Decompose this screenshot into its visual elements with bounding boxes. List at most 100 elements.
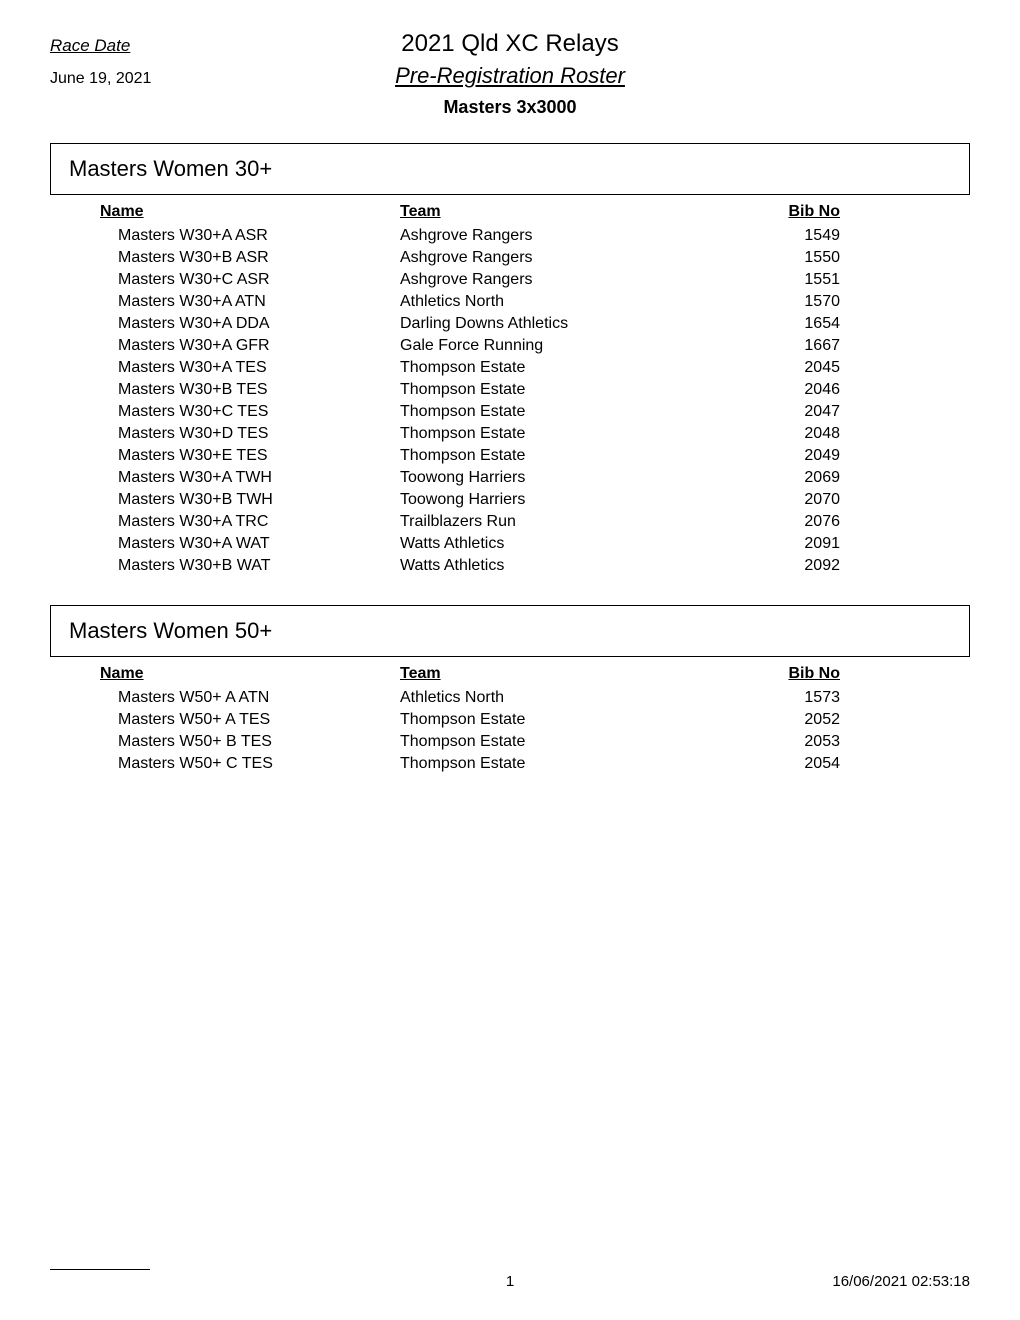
footer-line [50,1269,150,1270]
cell-name: Masters W30+E TES [100,447,400,465]
table-row: Masters W30+A GFRGale Force Running1667 [100,337,920,355]
table-header-row: Name Team Bib No [100,665,920,683]
cell-bib: 2053 [720,733,840,751]
cell-team: Athletics North [400,293,720,311]
header-row-1: Race Date 2021 Qld XC Relays [50,30,970,58]
cell-bib: 1654 [720,315,840,333]
cell-bib: 2052 [720,711,840,729]
cell-team: Toowong Harriers [400,469,720,487]
cell-team: Watts Athletics [400,557,720,575]
section-box-2: Masters Women 50+ [50,605,970,657]
table-row: Masters W30+B WATWatts Athletics2092 [100,557,920,575]
table-container-1: Name Team Bib No Masters W30+A ASRAshgro… [50,203,970,575]
cell-name: Masters W30+B WAT [100,557,400,575]
cell-bib: 2076 [720,513,840,531]
category-subtitle: Masters 3x3000 [50,97,970,118]
table-row: Masters W30+A TRCTrailblazers Run2076 [100,513,920,531]
section-title-1: Masters Women 30+ [69,156,951,182]
section-title-2: Masters Women 50+ [69,618,951,644]
footer: 1 16/06/2021 02:53:18 [50,1273,970,1290]
col-header-team: Team [400,203,720,221]
cell-bib: 2092 [720,557,840,575]
cell-name: Masters W30+C ASR [100,271,400,289]
cell-bib: 2070 [720,491,840,509]
cell-team: Thompson Estate [400,359,720,377]
table-row: Masters W30+B ASRAshgrove Rangers1550 [100,249,920,267]
cell-name: Masters W50+ A TES [100,711,400,729]
table-row: Masters W30+A ASRAshgrove Rangers1549 [100,227,920,245]
cell-bib: 1551 [720,271,840,289]
table-row: Masters W30+B TESThompson Estate2046 [100,381,920,399]
col-header-name: Name [100,665,400,683]
cell-bib: 2046 [720,381,840,399]
cell-bib: 1573 [720,689,840,707]
table-row: Masters W50+ B TESThompson Estate2053 [100,733,920,751]
cell-bib: 2054 [720,755,840,773]
cell-name: Masters W30+A TRC [100,513,400,531]
timestamp: 16/06/2021 02:53:18 [832,1273,970,1290]
table-row: Masters W30+E TESThompson Estate2049 [100,447,920,465]
table-row: Masters W30+A ATNAthletics North1570 [100,293,920,311]
col-header-bib: Bib No [720,665,840,683]
col-header-team: Team [400,665,720,683]
cell-name: Masters W30+A TWH [100,469,400,487]
cell-bib: 2048 [720,425,840,443]
cell-bib: 2049 [720,447,840,465]
cell-name: Masters W30+C TES [100,403,400,421]
col-header-bib: Bib No [720,203,840,221]
cell-bib: 1667 [720,337,840,355]
cell-name: Masters W30+B TWH [100,491,400,509]
table-row: Masters W50+ A ATNAthletics North1573 [100,689,920,707]
table-row: Masters W50+ A TESThompson Estate2052 [100,711,920,729]
table-row: Masters W30+C TESThompson Estate2047 [100,403,920,421]
header-section: Race Date 2021 Qld XC Relays June 19, 20… [50,30,970,118]
cell-team: Toowong Harriers [400,491,720,509]
cell-name: Masters W50+ B TES [100,733,400,751]
table-header-row: Name Team Bib No [100,203,920,221]
cell-team: Thompson Estate [400,755,720,773]
page-number: 1 [506,1273,514,1290]
cell-name: Masters W30+D TES [100,425,400,443]
table-row: Masters W30+B TWHToowong Harriers2070 [100,491,920,509]
cell-name: Masters W30+A WAT [100,535,400,553]
cell-bib: 1550 [720,249,840,267]
cell-team: Ashgrove Rangers [400,249,720,267]
cell-team: Darling Downs Athletics [400,315,720,333]
cell-team: Trailblazers Run [400,513,720,531]
table-rows-1: Masters W30+A ASRAshgrove Rangers1549Mas… [100,227,920,575]
section-box-1: Masters Women 30+ [50,143,970,195]
cell-team: Athletics North [400,689,720,707]
table-row: Masters W30+A TESThompson Estate2045 [100,359,920,377]
roster-title: Pre-Registration Roster [50,63,970,89]
col-header-name: Name [100,203,400,221]
cell-team: Thompson Estate [400,733,720,751]
cell-name: Masters W30+A GFR [100,337,400,355]
cell-bib: 2045 [720,359,840,377]
cell-bib: 1549 [720,227,840,245]
table-container-2: Name Team Bib No Masters W50+ A ATNAthle… [50,665,970,773]
cell-team: Thompson Estate [400,425,720,443]
table-row: Masters W30+A WATWatts Athletics2091 [100,535,920,553]
cell-bib: 2047 [720,403,840,421]
cell-team: Thompson Estate [400,403,720,421]
cell-bib: 2091 [720,535,840,553]
cell-name: Masters W30+A ATN [100,293,400,311]
event-title: 2021 Qld XC Relays [50,30,970,58]
cell-team: Ashgrove Rangers [400,227,720,245]
cell-team: Ashgrove Rangers [400,271,720,289]
cell-team: Gale Force Running [400,337,720,355]
cell-name: Masters W30+A ASR [100,227,400,245]
cell-name: Masters W50+ C TES [100,755,400,773]
table-row: Masters W30+A DDADarling Downs Athletics… [100,315,920,333]
cell-name: Masters W30+A TES [100,359,400,377]
table-row: Masters W30+A TWHToowong Harriers2069 [100,469,920,487]
cell-team: Thompson Estate [400,381,720,399]
table-row: Masters W50+ C TESThompson Estate2054 [100,755,920,773]
cell-team: Watts Athletics [400,535,720,553]
cell-team: Thompson Estate [400,447,720,465]
cell-bib: 1570 [720,293,840,311]
cell-team: Thompson Estate [400,711,720,729]
table-row: Masters W30+D TESThompson Estate2048 [100,425,920,443]
cell-name: Masters W30+B TES [100,381,400,399]
header-row-2: June 19, 2021 Pre-Registration Roster [50,63,970,89]
